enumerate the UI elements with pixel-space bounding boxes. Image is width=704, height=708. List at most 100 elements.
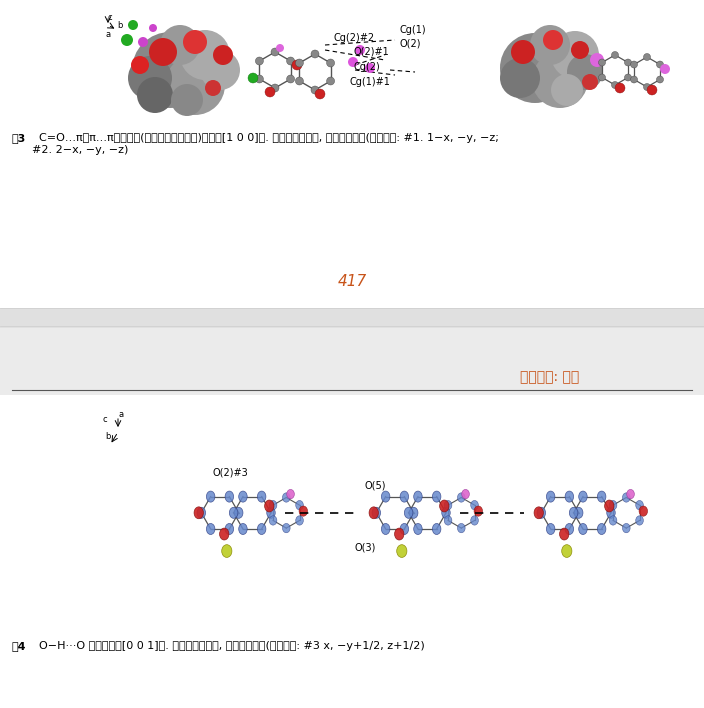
Circle shape	[543, 30, 563, 50]
Ellipse shape	[206, 523, 215, 535]
Circle shape	[132, 32, 208, 108]
Text: 图3: 图3	[12, 133, 26, 143]
Ellipse shape	[404, 507, 413, 518]
Ellipse shape	[296, 501, 303, 510]
Ellipse shape	[574, 507, 583, 518]
Text: a: a	[118, 410, 123, 419]
Ellipse shape	[636, 515, 643, 525]
Ellipse shape	[570, 507, 578, 518]
Circle shape	[287, 75, 294, 83]
Ellipse shape	[546, 491, 555, 502]
Circle shape	[530, 25, 570, 65]
Ellipse shape	[458, 523, 465, 533]
Ellipse shape	[444, 515, 452, 525]
Circle shape	[348, 57, 358, 67]
Circle shape	[292, 60, 302, 70]
Circle shape	[567, 54, 603, 90]
Ellipse shape	[458, 493, 465, 502]
Ellipse shape	[562, 544, 572, 557]
Ellipse shape	[598, 491, 606, 502]
Ellipse shape	[194, 507, 203, 519]
Circle shape	[256, 75, 263, 83]
Ellipse shape	[627, 489, 634, 498]
Circle shape	[276, 44, 284, 52]
Ellipse shape	[220, 528, 229, 540]
Circle shape	[205, 80, 221, 96]
Circle shape	[500, 33, 570, 103]
Ellipse shape	[462, 489, 470, 498]
Circle shape	[128, 20, 138, 30]
Text: 图4: 图4	[12, 641, 27, 651]
Ellipse shape	[282, 493, 290, 502]
Text: 417: 417	[337, 275, 367, 290]
Ellipse shape	[622, 493, 630, 502]
Circle shape	[551, 31, 599, 79]
Text: c: c	[108, 13, 113, 22]
Circle shape	[296, 59, 303, 67]
Ellipse shape	[396, 544, 407, 557]
Bar	[0, 328, 704, 395]
Circle shape	[137, 77, 173, 113]
Text: O(2)#1: O(2)#1	[353, 47, 389, 57]
Circle shape	[265, 87, 275, 97]
Circle shape	[582, 74, 598, 90]
Ellipse shape	[579, 491, 587, 502]
Ellipse shape	[400, 491, 408, 502]
Circle shape	[213, 45, 233, 65]
Circle shape	[311, 50, 319, 58]
Circle shape	[598, 74, 605, 81]
Text: C=O…π和π…π相互作用(包含空间填充方式)连结的[1 0 0]馓. 为了图形的清楚, 省略了氢原子(对称坐标: #1. 1−x, −y, −z;
#2. 2: C=O…π和π…π相互作用(包含空间填充方式)连结的[1 0 0]馓. 为了图形…	[32, 133, 499, 154]
Circle shape	[180, 30, 230, 80]
Text: O(2)#3: O(2)#3	[212, 468, 248, 478]
Circle shape	[643, 54, 650, 60]
Circle shape	[551, 74, 583, 106]
Ellipse shape	[607, 507, 615, 518]
Ellipse shape	[239, 491, 247, 502]
Circle shape	[128, 56, 172, 100]
Circle shape	[657, 76, 663, 83]
Circle shape	[296, 77, 303, 85]
Ellipse shape	[265, 500, 274, 512]
Ellipse shape	[372, 507, 381, 518]
Circle shape	[327, 59, 334, 67]
Circle shape	[138, 37, 148, 47]
Ellipse shape	[225, 523, 234, 535]
Ellipse shape	[444, 501, 452, 510]
Bar	[0, 308, 704, 328]
Ellipse shape	[269, 515, 277, 525]
Circle shape	[271, 84, 279, 92]
Ellipse shape	[206, 491, 215, 502]
Text: Cg(1): Cg(1)	[400, 25, 427, 35]
Ellipse shape	[565, 491, 574, 502]
Circle shape	[624, 59, 631, 66]
Circle shape	[631, 61, 638, 68]
Ellipse shape	[471, 501, 479, 510]
Ellipse shape	[299, 506, 308, 516]
Circle shape	[532, 52, 588, 108]
Ellipse shape	[605, 500, 614, 512]
Ellipse shape	[258, 523, 266, 535]
Ellipse shape	[609, 501, 617, 510]
Circle shape	[149, 38, 177, 66]
Text: 中国科学: 化学: 中国科学: 化学	[520, 370, 579, 384]
Ellipse shape	[471, 515, 479, 525]
Ellipse shape	[222, 544, 232, 557]
Text: c: c	[102, 416, 106, 425]
Circle shape	[327, 77, 334, 85]
Ellipse shape	[230, 507, 238, 518]
Circle shape	[612, 52, 619, 59]
Circle shape	[657, 61, 663, 68]
Ellipse shape	[609, 515, 617, 525]
Ellipse shape	[400, 523, 408, 535]
Circle shape	[160, 25, 200, 65]
Circle shape	[311, 86, 319, 94]
Circle shape	[643, 84, 650, 91]
Circle shape	[121, 34, 133, 46]
Ellipse shape	[197, 507, 206, 518]
Ellipse shape	[267, 507, 275, 518]
Ellipse shape	[414, 523, 422, 535]
Circle shape	[647, 85, 657, 95]
Text: Cg(2)#2: Cg(2)#2	[333, 33, 374, 43]
Text: Cg(2): Cg(2)	[353, 62, 379, 72]
Circle shape	[131, 56, 149, 74]
